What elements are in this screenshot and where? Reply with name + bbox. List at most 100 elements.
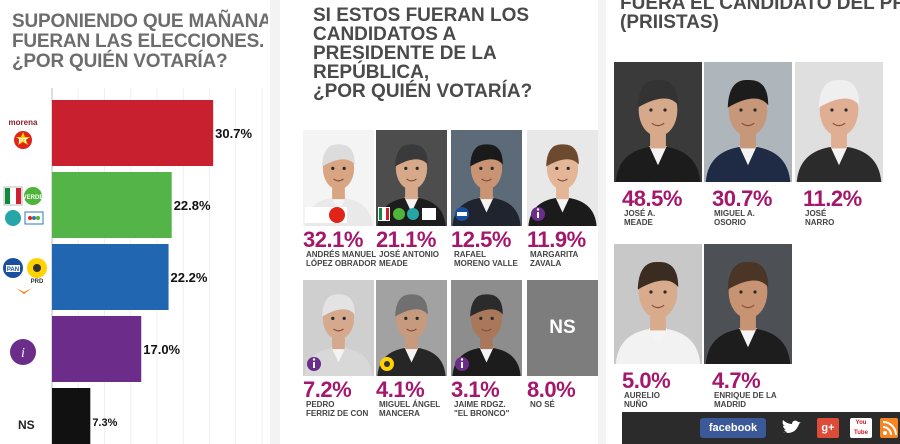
pri-title-line-2: (PRIISTAS) xyxy=(620,12,719,33)
independent-logo-icon: i xyxy=(10,339,36,365)
candidate-name-line: FERRIZ DE CON xyxy=(306,409,369,418)
twitter-bird-icon xyxy=(782,420,801,433)
bar-morena-pt xyxy=(52,100,214,166)
pri-candidate-name-line: OSORIO xyxy=(714,218,747,227)
pri-candidate-photo xyxy=(614,244,702,364)
candidate-photo xyxy=(376,280,447,376)
candidate-name: PEDRO FERRIZ DE CON xyxy=(306,400,368,418)
pri-candidate-name-line: MADRID xyxy=(714,400,746,409)
candidate-card: 4.1% MIGUEL ÁNGEL MANCERA xyxy=(376,280,448,440)
independent-logo-text: i xyxy=(21,346,25,361)
youtube-label: You Tube xyxy=(854,420,868,436)
pri-candidate-name-line: JOSÉ A. xyxy=(624,209,656,218)
pri-candidate-portrait-icon xyxy=(614,62,702,182)
pri-candidate-name: JOSÉ A. MEADE xyxy=(624,209,655,227)
candidate-name-line: JOSÉ ANTONIO xyxy=(379,250,440,259)
pri-title: FUERA EL CANDIDATO DEL PRI? (PRIISTAS) xyxy=(620,0,900,32)
morena-pt-logo-icon: morena PT xyxy=(9,118,38,149)
bar-pri-pvem-nueva-alianza xyxy=(52,172,172,238)
candidate-card: 11.9% MARGARITA ZAVALA xyxy=(527,130,598,290)
bar-ns xyxy=(52,388,91,444)
candidate-name-line: "EL BRONCO" xyxy=(454,409,510,418)
facebook-label: facebook xyxy=(708,422,758,434)
pri-title-line-1: FUERA EL CANDIDATO DEL PRI? xyxy=(620,0,900,14)
bar-pan-prd-mc xyxy=(52,244,169,310)
bar-value-label: 30.7% xyxy=(215,126,252,141)
ns-box-label: NS xyxy=(527,280,598,376)
chart-title-line-3: ¿POR QUIÉN VOTARÍA? xyxy=(12,51,228,72)
pri-verde-panal-logos: VERDE xyxy=(3,184,49,230)
facebook-button[interactable]: facebook xyxy=(700,418,766,438)
pri-candidate-photo xyxy=(704,244,792,364)
panel-divider-2 xyxy=(598,0,606,444)
prd-logo-text: PRD xyxy=(31,279,44,285)
i-party-badge-icon xyxy=(455,357,469,371)
chart-title-line-1: SUPONIENDO QUE MAÑANA xyxy=(12,11,268,32)
bar-independiente xyxy=(52,316,142,382)
rss-button[interactable] xyxy=(880,418,898,438)
candidate-name: JOSÉ ANTONIO MEADE xyxy=(379,250,439,268)
twitter-button[interactable] xyxy=(780,418,804,438)
candidate-name: NO SÉ xyxy=(530,400,555,409)
pri-candidate-name: ENRIQUE DE LA MADRID xyxy=(714,391,777,409)
candidate-name-line: MORENO VALLE xyxy=(454,259,518,268)
youtube-button[interactable]: You Tube xyxy=(850,418,872,438)
pan-prd-mc-logos: PAN PRD xyxy=(2,256,50,298)
pri-candidate-percentage: 11.2% xyxy=(803,186,862,211)
pri-candidate-percentage: 48.5% xyxy=(622,186,682,211)
candidate-name-line: LÓPEZ OBRADOR xyxy=(306,259,377,268)
candidate-percentage: 11.9% xyxy=(527,227,586,252)
candidate-percentage: 8.0% xyxy=(527,377,576,402)
candidate-portrait-icon xyxy=(376,280,447,376)
i-party-badge-icon xyxy=(307,357,321,371)
pan-logo-text: PAN xyxy=(7,267,19,273)
pri-verde-panal-logos-icon: VERDE xyxy=(3,186,44,226)
candidate-photo xyxy=(303,280,374,376)
candidate-photo xyxy=(451,280,522,376)
pri-candidate-name-line: NARRO xyxy=(805,218,835,227)
candidates-title-line-5: ¿POR QUIÉN VOTARÍA? xyxy=(313,81,533,102)
candidates-panel: SI ESTOS FUERAN LOS CANDIDATOS A PRESIDE… xyxy=(283,0,598,444)
candidate-percentage: 12.5% xyxy=(451,227,511,252)
chart-title: SUPONIENDO QUE MAÑANA FUERAN LAS ELECCIO… xyxy=(12,11,268,72)
pt-logo-text: PT xyxy=(19,138,29,145)
pri-candidate-name: AURELIO NUÑO xyxy=(624,391,660,409)
pri-candidate-name-line: JOSÉ xyxy=(805,209,827,218)
candidate-name-line: MARGARITA xyxy=(530,250,579,259)
pri-candidate-card: 4.7% ENRIQUE DE LA MADRID xyxy=(704,244,794,414)
independent-logo: i xyxy=(9,338,37,366)
candidate-percentage: 21.1% xyxy=(376,227,436,252)
pri-candidate-portrait-icon xyxy=(704,244,792,364)
google-plus-button[interactable]: g+ xyxy=(817,418,839,438)
candidates-title-line-3: PRESIDENTE DE LA xyxy=(313,43,497,64)
morena-party-badge-icon xyxy=(305,207,347,223)
pri-candidate-portrait-icon xyxy=(614,244,702,364)
candidate-name-line: ANDRÉS MANUEL xyxy=(306,250,377,259)
candidates-title-line-4: REPÚBLICA, xyxy=(313,62,430,83)
pri-candidate-portrait-icon xyxy=(795,62,883,182)
pri-candidate-card: 30.7% MIGUEL A. OSORIO xyxy=(704,62,794,232)
pri-candidate-portrait-icon xyxy=(704,62,792,182)
candidates-title: SI ESTOS FUERAN LOS CANDIDATOS A PRESIDE… xyxy=(313,6,593,101)
panel-divider-1 xyxy=(270,0,280,444)
pri-candidate-name: MIGUEL A. OSORIO xyxy=(714,209,755,227)
i-party-badge-icon xyxy=(531,207,545,221)
candidate-card: 21.1% JOSÉ ANTONIO MEADE xyxy=(376,130,448,290)
candidate-card: 12.5% RAFAEL MORENO VALLE xyxy=(451,130,523,290)
candidate-name-line: JAIME RDGZ. xyxy=(454,400,506,409)
morena-logo-text: morena xyxy=(9,118,38,127)
google-plus-label: g+ xyxy=(821,422,835,434)
candidate-name: MIGUEL ÁNGEL MANCERA xyxy=(379,400,440,418)
candidate-card: NS 8.0% NO SÉ xyxy=(527,280,598,440)
candidate-name-line: MANCERA xyxy=(379,409,420,418)
candidate-name-line: MEADE xyxy=(379,259,408,268)
candidate-photo xyxy=(303,130,374,226)
pri-candidate-photo xyxy=(795,62,883,182)
candidate-name: MARGARITA ZAVALA xyxy=(530,250,578,268)
bar-value-label: 22.8% xyxy=(174,198,211,213)
morena-pt-logo: morena PT xyxy=(8,116,38,152)
pri-candidate-card: 48.5% JOSÉ A. MEADE xyxy=(614,62,704,232)
pri-candidate-name-line: MEADE xyxy=(624,218,653,227)
candidate-name: JAIME RDGZ. "EL BRONCO" xyxy=(454,400,509,418)
candidate-name-line: PEDRO xyxy=(306,400,335,409)
